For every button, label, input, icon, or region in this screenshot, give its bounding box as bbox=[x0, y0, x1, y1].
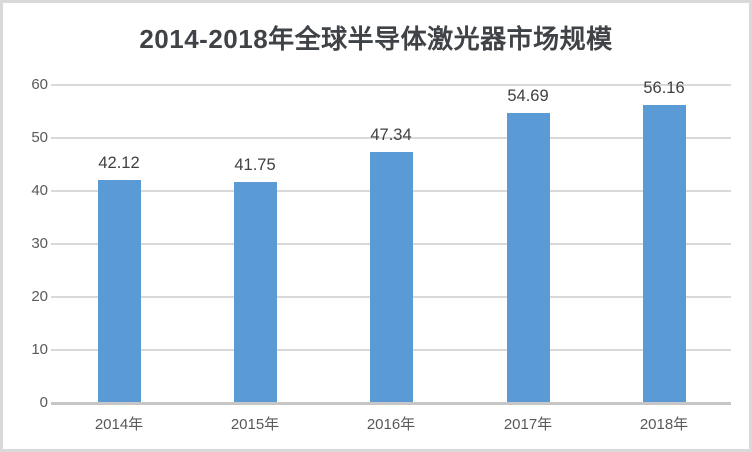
bar-value-label: 54.69 bbox=[507, 87, 549, 106]
y-gridline-50 bbox=[51, 137, 731, 139]
x-axis-line bbox=[51, 402, 731, 405]
bar-2015年 bbox=[233, 181, 277, 402]
y-axis-tick-label: 20 bbox=[31, 288, 48, 305]
bar-2017年 bbox=[506, 113, 550, 402]
x-axis-category-label: 2015年 bbox=[230, 416, 280, 433]
x-axis-category-label: 2014年 bbox=[94, 416, 144, 433]
x-axis-category-label: 2018年 bbox=[639, 416, 689, 433]
bar-value-label: 41.75 bbox=[234, 155, 276, 174]
y-gridline-60 bbox=[51, 84, 731, 86]
y-axis-tick-label: 50 bbox=[31, 129, 48, 146]
y-axis-tick-label: 60 bbox=[31, 76, 48, 93]
y-axis-tick-label: 40 bbox=[31, 182, 48, 199]
x-axis-category-label: 2016年 bbox=[366, 416, 416, 433]
y-axis-tick-label: 30 bbox=[31, 235, 48, 252]
bar-value-label: 47.34 bbox=[370, 126, 412, 145]
plot-area: 0 10 20 30 40 50 60 42.12 2014年 41.75 2015年 47.34 20… bbox=[3, 3, 749, 449]
y-axis-tick-label: 0 bbox=[39, 394, 48, 411]
bar-value-label: 56.16 bbox=[643, 79, 685, 98]
y-axis-tick-label: 10 bbox=[31, 341, 48, 358]
x-axis-category-label: 2017年 bbox=[503, 416, 553, 433]
bar-2016年 bbox=[369, 152, 413, 402]
bar-2014年 bbox=[97, 179, 141, 402]
bar-value-label: 42.12 bbox=[98, 153, 140, 172]
chart-title: 2014-2018年全球半导体激光器市场规模 bbox=[139, 24, 613, 54]
bar-2018年 bbox=[642, 105, 686, 402]
